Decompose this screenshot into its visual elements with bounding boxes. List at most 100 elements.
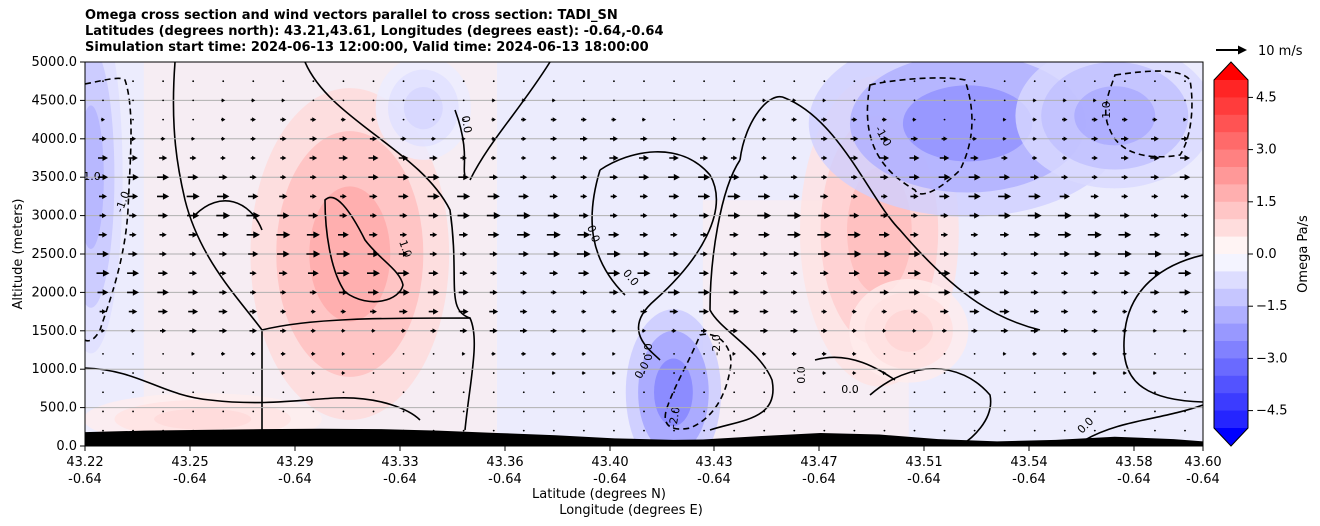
chart-title-line-1: Omega cross section and wind vectors par…: [85, 8, 618, 23]
wind-vector: [821, 351, 827, 357]
wind-vector: [1063, 429, 1066, 432]
y-tick-label: 5000.0: [32, 55, 78, 70]
wind-vector: [132, 118, 134, 121]
wind-vector: [428, 308, 439, 315]
wind-vector: [730, 270, 738, 276]
wind-vector: [221, 117, 226, 122]
wind-vector: [823, 410, 826, 413]
wind-vector: [367, 269, 380, 277]
wind-vector: [340, 117, 346, 122]
x-tick-label-lon: -0.64: [278, 472, 312, 487]
wind-vector: [312, 410, 315, 413]
wind-vector: [1184, 391, 1186, 394]
wind-vector: [970, 155, 979, 161]
wind-vector: [1122, 351, 1128, 356]
wind-vector: [909, 155, 920, 161]
wind-vector: [581, 328, 587, 334]
wind-vector: [431, 136, 436, 142]
wind-vector: [341, 351, 346, 356]
wind-vector: [643, 410, 645, 413]
wind-vector: [580, 117, 587, 122]
wind-vector: [336, 250, 351, 258]
wind-vector: [522, 410, 525, 413]
wind-vector: [700, 251, 708, 257]
wind-vector: [733, 391, 736, 394]
wind-vector: [221, 136, 226, 141]
wind-vector: [130, 328, 136, 334]
wind-vector: [763, 80, 766, 83]
colorbar-level: [1214, 219, 1248, 238]
wind-vector: [609, 136, 618, 142]
wind-vector: [520, 270, 528, 276]
wind-vector: [819, 270, 829, 277]
wind-vector: [1002, 136, 1007, 141]
wind-vector: [432, 410, 435, 413]
wind-vector: [191, 136, 196, 141]
wind-vector: [1184, 410, 1186, 413]
wind-vector: [912, 117, 917, 122]
wind-vector: [192, 118, 195, 121]
wind-vector: [912, 328, 917, 333]
wind-vector: [402, 80, 405, 83]
wind-vector: [673, 372, 675, 374]
wind-vector: [762, 351, 767, 357]
y-tick-label: 3000.0: [32, 209, 78, 224]
colorbar-label: Omega Pa/s: [1296, 215, 1311, 293]
wind-vector: [222, 410, 225, 413]
wind-vector: [342, 391, 345, 394]
wind-vector: [127, 193, 139, 200]
wind-vector: [338, 155, 349, 161]
wind-vector: [280, 155, 287, 161]
wind-vector: [1027, 212, 1042, 220]
wind-vector: [969, 270, 980, 277]
wind-vector: [429, 155, 438, 161]
wind-vector: [459, 328, 468, 334]
wind-vector: [703, 410, 706, 413]
contour-label: -1.0: [1100, 101, 1113, 122]
wind-vector: [728, 174, 740, 181]
wind-vector: [673, 410, 675, 413]
wind-vector: [1000, 328, 1009, 334]
wind-vector: [727, 192, 741, 200]
wind-vector: [220, 155, 226, 161]
wind-vector: [1088, 212, 1101, 219]
wind-vector: [671, 136, 678, 142]
wind-vector: [102, 410, 104, 413]
wind-vector: [401, 328, 407, 334]
chart-title-line-2: Latitudes (degrees north): 43.21,43.61, …: [85, 24, 664, 39]
y-tick-label: 4500.0: [32, 93, 78, 108]
wind-vector: [732, 136, 737, 141]
wind-vector: [581, 351, 587, 356]
wind-vector: [128, 155, 138, 161]
wind-vector: [489, 251, 498, 257]
wind-vector: [371, 328, 376, 333]
wind-vector: [582, 410, 585, 413]
wind-vector: [521, 98, 526, 103]
wind-vector: [607, 269, 621, 277]
contour-line-zero: [324, 196, 404, 303]
wind-vector: [1180, 232, 1190, 238]
wind-vector: [972, 136, 977, 141]
wind-vector: [638, 174, 650, 181]
wind-vector: [582, 429, 585, 432]
wind-vector: [312, 391, 315, 394]
wind-vector: [372, 352, 375, 355]
wind-vector: [252, 391, 255, 394]
colorbar-tick-label: −4.5: [1256, 404, 1288, 419]
wind-vector: [881, 193, 888, 199]
wind-vector: [853, 391, 856, 394]
wind-vector: [908, 250, 921, 258]
wind-vector: [729, 289, 740, 296]
wind-vector: [188, 308, 199, 315]
wind-vector: [638, 250, 650, 258]
wind-vector: [787, 212, 802, 220]
wind-vector: [883, 410, 886, 413]
wind-vector: [306, 250, 321, 258]
wind-vector: [1184, 80, 1186, 83]
wind-vector: [699, 212, 710, 219]
wind-vector: [427, 193, 440, 200]
wind-vector: [1061, 174, 1069, 180]
colorbar-level: [1214, 323, 1248, 342]
wind-vector: [250, 117, 256, 122]
wind-vector: [372, 372, 375, 374]
